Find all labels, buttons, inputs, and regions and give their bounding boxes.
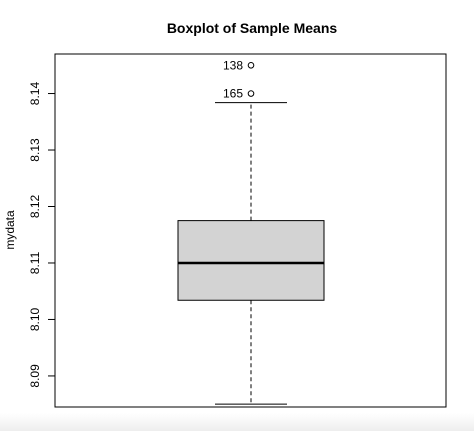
- y-tick-label: 8.11: [28, 251, 42, 274]
- y-tick-label: 8.14: [28, 82, 42, 106]
- boxplot: 165 138: [177, 58, 325, 405]
- outlier-point: [247, 61, 255, 69]
- outlier-point: [247, 90, 255, 97]
- outlier-label: 165: [223, 87, 243, 101]
- y-tick-label: 8.10: [28, 307, 42, 331]
- y-axis-title: mydata: [3, 210, 17, 250]
- chart-title: Boxplot of Sample Means: [167, 20, 338, 36]
- y-axis: 8.09 8.10 8.11 8.12 8.13 8.14: [28, 82, 56, 388]
- y-tick-label: 8.09: [28, 364, 42, 388]
- bottom-edge: [0, 413, 474, 431]
- y-tick-label: 8.13: [28, 138, 42, 162]
- outlier-label: 138: [223, 58, 243, 72]
- iqr-box: [177, 220, 325, 301]
- y-tick-label: 8.12: [28, 194, 42, 218]
